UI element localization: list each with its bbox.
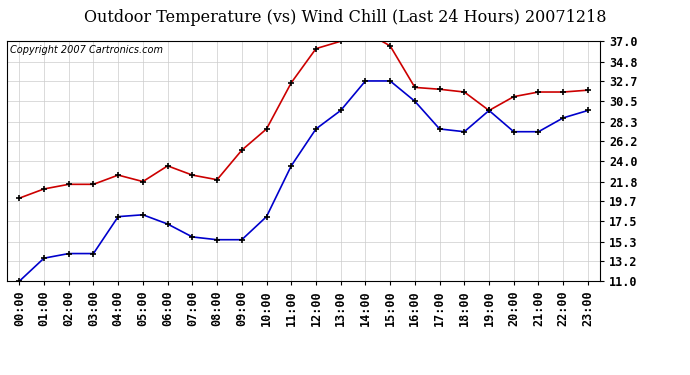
Text: Outdoor Temperature (vs) Wind Chill (Last 24 Hours) 20071218: Outdoor Temperature (vs) Wind Chill (Las… [83,9,607,26]
Text: Copyright 2007 Cartronics.com: Copyright 2007 Cartronics.com [10,45,163,55]
